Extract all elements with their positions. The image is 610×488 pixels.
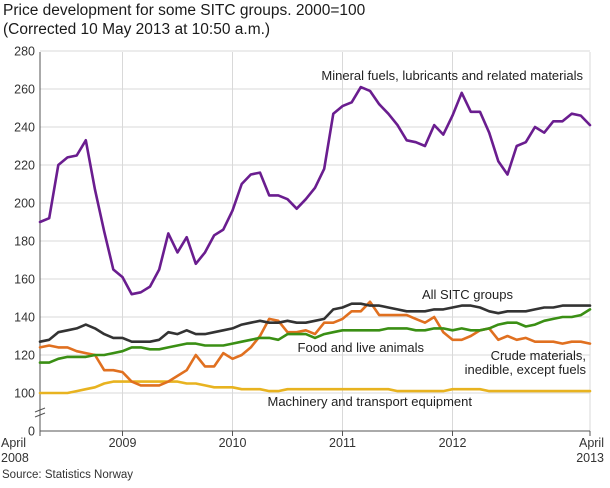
y-tick-label-220: 220 bbox=[14, 159, 35, 173]
series-line-crude-materials-inedible-except-fuels bbox=[38, 300, 592, 387]
label-crude-materials-line1: Crude materials, bbox=[491, 348, 586, 363]
axis-break-mark-1 bbox=[34, 407, 46, 413]
y-tick-label-140: 140 bbox=[14, 311, 35, 325]
chart-subtitle: (Corrected 10 May 2013 at 10:50 a.m.) bbox=[3, 21, 271, 38]
x-tick-label-21: 2010 bbox=[219, 436, 247, 450]
x-tick-label-45: 2012 bbox=[439, 436, 467, 450]
y-tick-label-280: 280 bbox=[14, 45, 35, 59]
x-tick-label-year-60: 2013 bbox=[576, 451, 604, 465]
source-note: Source: Statistics Norway bbox=[2, 469, 134, 481]
label-food: Food and live animals bbox=[298, 340, 425, 355]
y-tick-label-100: 100 bbox=[14, 387, 35, 401]
chart-title: Price development for some SITC groups. … bbox=[3, 2, 366, 19]
x-tick-label-0: April bbox=[1, 436, 26, 450]
series-line-mineral-fuels-lubricants-and-related-materials bbox=[38, 85, 592, 296]
y-tick-label-180: 180 bbox=[14, 235, 35, 249]
label-machinery: Machinery and transport equipment bbox=[267, 394, 472, 409]
label-mineral-fuels: Mineral fuels, lubricants and related ma… bbox=[321, 68, 583, 83]
y-tick-label-120: 120 bbox=[14, 349, 35, 363]
label-all-sitc: All SITC groups bbox=[422, 287, 514, 302]
series-lines bbox=[38, 85, 592, 395]
y-tick-label-0: 0 bbox=[28, 425, 35, 439]
label-crude-materials-line2: inedible, except fuels bbox=[465, 362, 587, 377]
axis-break-mark-2 bbox=[34, 412, 46, 418]
y-tick-label-240: 240 bbox=[14, 121, 35, 135]
y-tick-label-260: 260 bbox=[14, 83, 35, 97]
chart-title-block: Price development for some SITC groups. … bbox=[3, 1, 365, 39]
y-tick-label-160: 160 bbox=[14, 273, 35, 287]
x-tick-label-year-0: 2008 bbox=[1, 451, 29, 465]
x-tick-label-60: April bbox=[579, 436, 604, 450]
series-line-food-and-live-animals bbox=[38, 308, 592, 364]
x-tick-label-9: 2009 bbox=[109, 436, 137, 450]
x-tick-label-33: 2011 bbox=[329, 436, 356, 450]
axes: 0100120140160180200220240260280April2008… bbox=[1, 45, 604, 466]
y-tick-label-200: 200 bbox=[14, 197, 35, 211]
series-labels: Mineral fuels, lubricants and related ma… bbox=[267, 68, 586, 409]
series-line-all-sitc-groups bbox=[38, 302, 592, 344]
